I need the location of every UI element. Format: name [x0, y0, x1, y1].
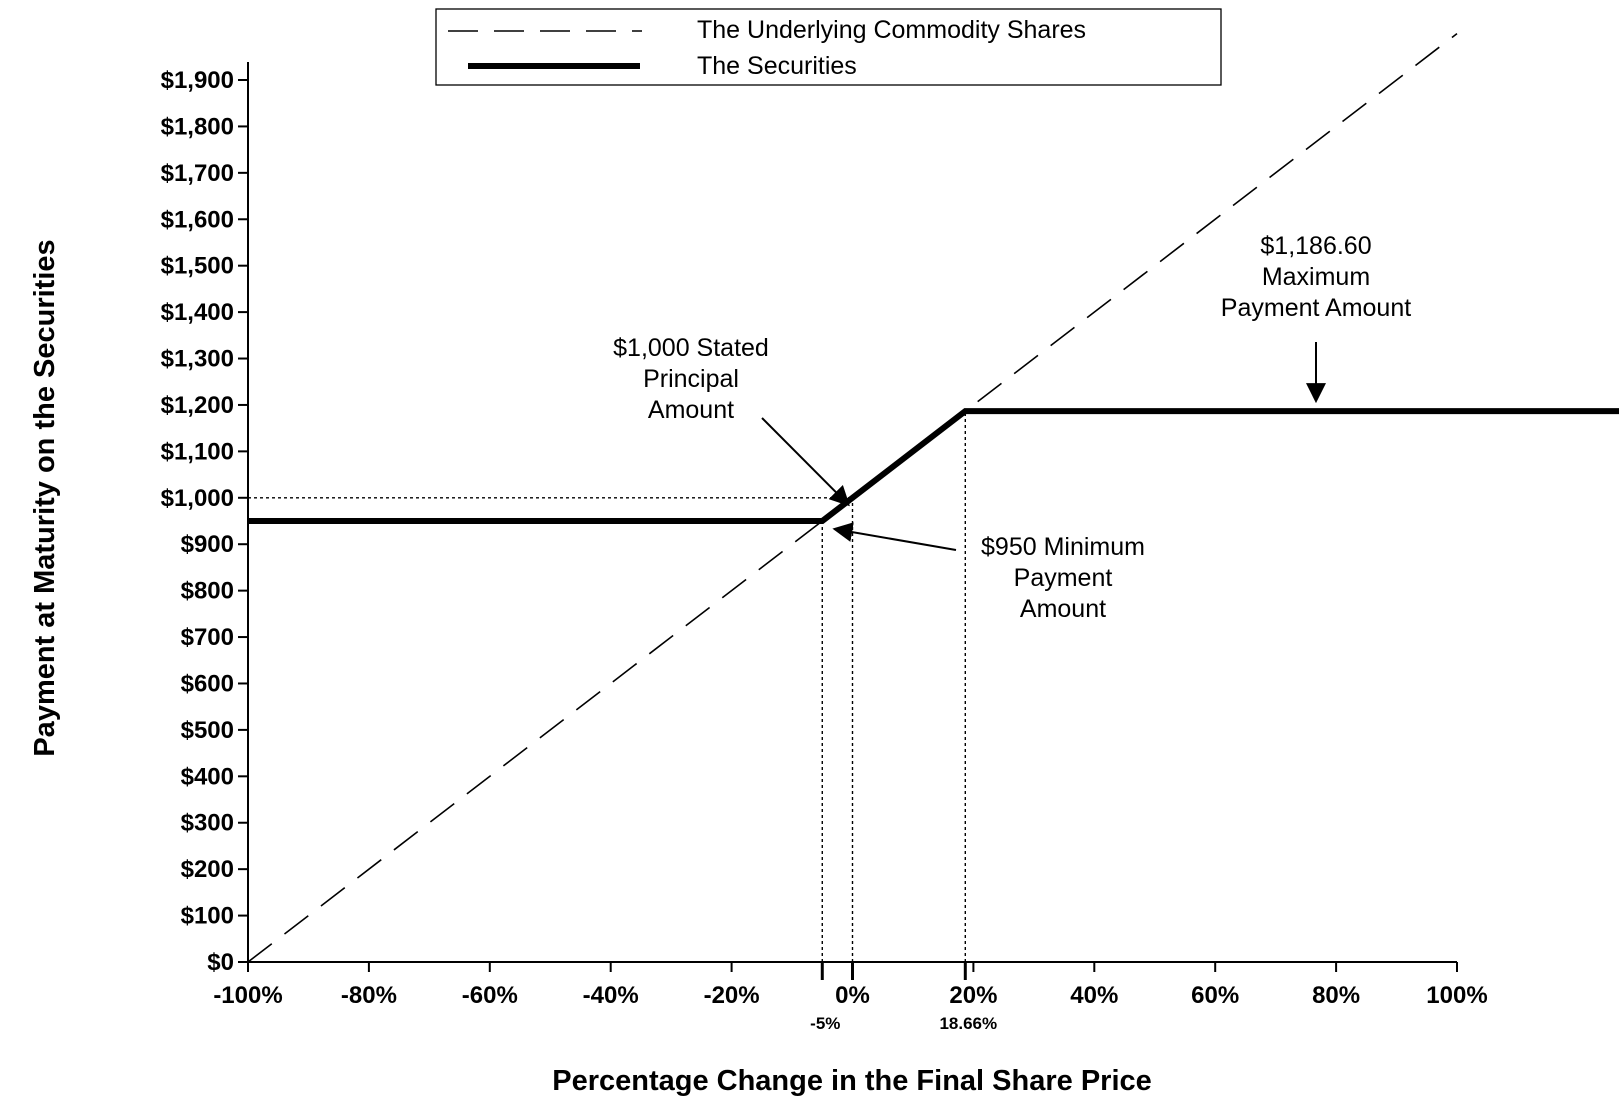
- reference-lines: [248, 411, 966, 962]
- y-tick-label: $1,900: [161, 67, 234, 94]
- annotation-line: Amount: [1020, 595, 1106, 623]
- tick-labels: $0 $100 $200 $300 $400 $500 $600 $700 $800 $900 $1…: [161, 67, 1488, 1033]
- y-tick-label: $1,800: [161, 113, 234, 140]
- y-tick-label: $1,100: [161, 438, 234, 465]
- y-tick-label: $700: [181, 624, 234, 651]
- y-tick-label: $800: [181, 578, 234, 605]
- axes: [238, 62, 1458, 980]
- x-tick-label: 20%: [949, 982, 997, 1009]
- annotation-minimum: $950 Minimum Payment Amount: [981, 533, 1145, 623]
- x-tick-label: -80%: [341, 982, 397, 1009]
- annotation-arrow-minimum: [832, 522, 957, 551]
- annotation-line: Principal: [643, 365, 739, 393]
- y-tick-label: $1,000: [161, 485, 234, 512]
- annotation-arrow-principal: [761, 417, 850, 507]
- annotation-line: $950 Minimum: [981, 533, 1145, 561]
- y-axis-title: Payment at Maturity on the Securities: [29, 239, 61, 756]
- annotation-line: Maximum: [1262, 263, 1370, 291]
- x-tick-label: 80%: [1312, 982, 1360, 1009]
- x-tick-label: -60%: [462, 982, 518, 1009]
- y-tick-label: $100: [181, 903, 234, 930]
- y-tick-label: $200: [181, 856, 234, 883]
- y-tick-label: $900: [181, 531, 234, 558]
- y-tick-label: $1,500: [161, 253, 234, 280]
- x-axis-title: Percentage Change in the Final Share Pri…: [552, 1065, 1152, 1097]
- annotation-maximum: $1,186.60 Maximum Payment Amount: [1221, 232, 1411, 322]
- y-tick-label: $400: [181, 763, 234, 790]
- y-tick-label: $300: [181, 810, 234, 837]
- y-tick-label: $500: [181, 717, 234, 744]
- annotations: $1,000 Stated Principal Amount$950 Minimum…: [613, 232, 1411, 623]
- annotation-line: Payment Amount: [1221, 294, 1411, 322]
- legend: The Underlying Commodity Shares The Secu…: [435, 8, 1222, 86]
- annotation-line: $1,186.60: [1260, 232, 1371, 260]
- extra-x-label: 18.66%: [939, 1014, 997, 1033]
- legend-label-underlying: The Underlying Commodity Shares: [697, 16, 1086, 44]
- x-tick-label: -100%: [213, 982, 282, 1009]
- x-tick-label: 0%: [835, 982, 870, 1009]
- legend-label-securities: The Securities: [697, 52, 857, 80]
- annotation-principal: $1,000 Stated Principal Amount: [613, 334, 769, 424]
- x-tick-label: 100%: [1426, 982, 1487, 1009]
- y-tick-label: $1,300: [161, 346, 234, 373]
- annotation-line: $1,000 Stated: [613, 334, 769, 362]
- legend-box: [435, 8, 1222, 86]
- y-tick-label: $0: [207, 949, 234, 976]
- extra-x-label: -5%: [810, 1014, 840, 1033]
- y-tick-label: $1,600: [161, 206, 234, 233]
- y-tick-label: $1,200: [161, 392, 234, 419]
- x-tick-label: 60%: [1191, 982, 1239, 1009]
- data-series: [247, 32, 1619, 963]
- x-tick-label: -20%: [704, 982, 760, 1009]
- series-line-securities: [248, 408, 1619, 524]
- annotation-line: Payment: [1014, 564, 1113, 592]
- x-tick-label: -40%: [583, 982, 639, 1009]
- y-tick-label: $1,400: [161, 299, 234, 326]
- x-tick-label: 40%: [1070, 982, 1118, 1009]
- y-tick-label: $1,700: [161, 160, 234, 187]
- y-tick-label: $600: [181, 670, 234, 697]
- annotation-line: Amount: [648, 396, 734, 424]
